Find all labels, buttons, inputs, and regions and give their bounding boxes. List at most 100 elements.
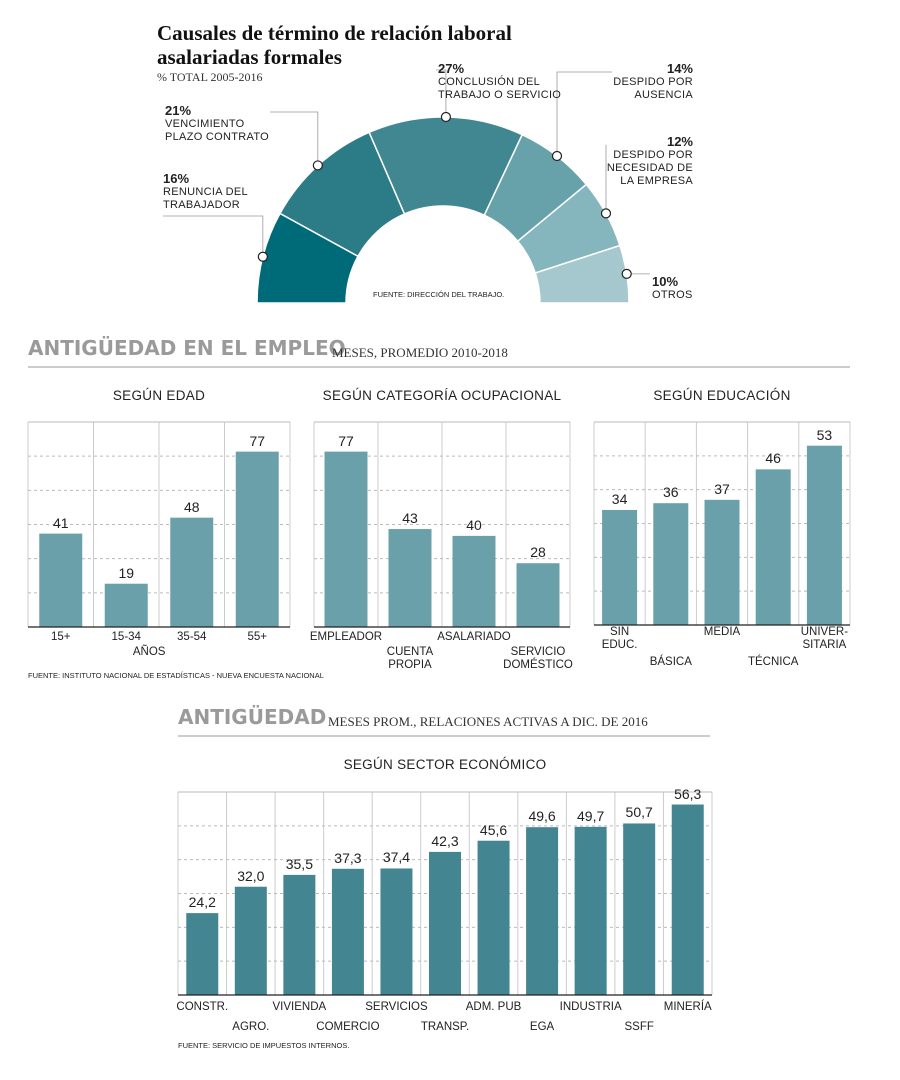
category-label: DESPIDO POR NECESIDAD DE LA EMPRESA	[606, 149, 693, 187]
bar	[170, 517, 214, 627]
bar	[235, 451, 279, 627]
bar	[516, 563, 560, 627]
value-label: 32,0	[237, 867, 265, 884]
value-label: 42,3	[431, 832, 459, 849]
bar	[602, 509, 638, 625]
x-tick-label: ADM. PUB	[465, 1001, 522, 1013]
bar	[331, 868, 364, 995]
bar	[104, 583, 148, 627]
leader-dot	[312, 160, 323, 171]
category-label: DESPIDO POR AUSENCIA	[613, 76, 693, 101]
x-tick-label: 15-34	[111, 631, 141, 643]
donut-label: 21% VENCIMIENTO PLAZO CONTRATO	[165, 103, 269, 144]
category-label: VENCIMIENTO PLAZO CONTRATO	[165, 118, 270, 143]
value-label: 37,3	[334, 849, 362, 866]
bar	[324, 451, 368, 627]
x-tick-label: SIN EDUC.	[601, 626, 638, 651]
donut-label: 27% CONCLUSIÓN DEL TRABAJO O SERVICIO	[438, 61, 561, 102]
section-title: ANTIGÜEDAD	[178, 705, 327, 729]
value-label: 48	[183, 498, 200, 515]
x-axis-label: AÑOS	[132, 646, 166, 658]
value-label: 53	[816, 426, 833, 443]
value-label: 40	[466, 516, 482, 533]
x-tick-label: MEDIA	[703, 626, 741, 638]
chart-title: Causales de término de relación laboral …	[157, 21, 512, 69]
x-tick-label: 35-54	[177, 631, 207, 643]
source: FUENTE: DIRECCIÓN DEL TRABAJO.	[373, 290, 505, 299]
leader-dot	[551, 150, 563, 162]
chart-title: SEGÚN SECTOR ECONÓMICO	[343, 757, 547, 772]
category-label: CONCLUSIÓN DEL TRABAJO O SERVICIO	[438, 76, 562, 101]
value-label: 77	[249, 432, 266, 449]
bar	[806, 445, 842, 625]
bar	[380, 868, 413, 995]
bar	[283, 874, 316, 995]
leader-line	[270, 111, 319, 166]
donut-label: 14% DESPIDO POR AUSENCIA	[613, 61, 693, 102]
bar	[429, 851, 461, 995]
x-tick-label: TRANSP.	[420, 1021, 470, 1033]
value-label: 41	[52, 514, 69, 531]
bar	[574, 826, 607, 995]
bar	[671, 804, 704, 995]
bar	[653, 503, 689, 625]
value-label: 14%	[666, 61, 693, 76]
x-tick-label: VIVIENDA	[272, 1001, 327, 1013]
bar	[526, 827, 559, 995]
value-label: 43	[402, 510, 418, 527]
value-label: 34	[611, 490, 628, 507]
x-tick-label: 55+	[247, 631, 268, 643]
leader-dot	[440, 111, 452, 123]
x-tick-label: SERVICIOS	[365, 1001, 428, 1013]
donut-label: 12% DESPIDO POR NECESIDAD DE LA EMPRESA	[607, 134, 693, 188]
value-label: 28	[530, 544, 546, 561]
bar	[388, 529, 432, 627]
value-label: 35,5	[285, 855, 313, 872]
value-label: 46	[765, 450, 781, 467]
value-label: 27%	[438, 61, 465, 76]
value-label: 36	[663, 484, 679, 501]
leader-line	[556, 71, 612, 157]
value-label: 45,6	[479, 821, 508, 838]
value-label: 21%	[165, 103, 192, 118]
leader-dot	[621, 268, 632, 280]
value-label: 49,6	[528, 808, 556, 825]
x-tick-label: INDUSTRIA	[559, 1001, 622, 1013]
value-label: 37	[714, 480, 730, 497]
value-label: 37,4	[382, 849, 411, 866]
bar	[477, 840, 510, 995]
x-tick-label: BÁSICA	[649, 656, 692, 668]
chart-title: SEGÚN EDUCACIÓN	[653, 388, 791, 403]
leader-line	[436, 69, 447, 118]
value-label: 56,3	[674, 785, 702, 802]
x-tick-label: TÉCNICA	[747, 656, 799, 668]
bar	[755, 469, 791, 625]
x-tick-label: EMPLEADOR	[309, 631, 383, 643]
bar	[39, 533, 83, 627]
source: FUENTE: INSTITUTO NACIONAL DE ESTADÍSTIC…	[28, 671, 324, 680]
value-label: 49,7	[577, 807, 605, 824]
section-title: ANTIGÜEDAD EN EL EMPLEO	[28, 336, 346, 360]
donut-label: 16% RENUNCIA DEL TRABAJADOR	[163, 171, 248, 212]
x-tick-label: EGA	[529, 1021, 555, 1033]
category-label: RENUNCIA DEL TRABAJADOR	[163, 186, 248, 211]
bar	[186, 913, 219, 995]
x-tick-label: ASALARIADO	[437, 631, 511, 643]
value-label: 10%	[652, 274, 679, 289]
x-tick-label: SSFF	[624, 1021, 654, 1033]
bar	[234, 886, 267, 995]
bar	[704, 499, 740, 625]
leader-line	[163, 215, 264, 257]
section-subtitle: MESES PROM., RELACIONES ACTIVAS A DIC. D…	[328, 714, 648, 729]
bar	[452, 535, 496, 627]
category-label: OTROS	[652, 289, 693, 301]
chart-subtitle: % TOTAL 2005-2016	[157, 70, 263, 84]
source: FUENTE: SERVICIO DE IMPUESTOS INTERNOS.	[178, 1041, 350, 1050]
x-tick-label: 15+	[50, 631, 71, 643]
bar	[623, 823, 656, 995]
x-tick-label: AGRO.	[232, 1021, 270, 1033]
value-label: 12%	[666, 134, 693, 149]
x-tick-label: UNIVER- SITARIA	[800, 626, 849, 651]
